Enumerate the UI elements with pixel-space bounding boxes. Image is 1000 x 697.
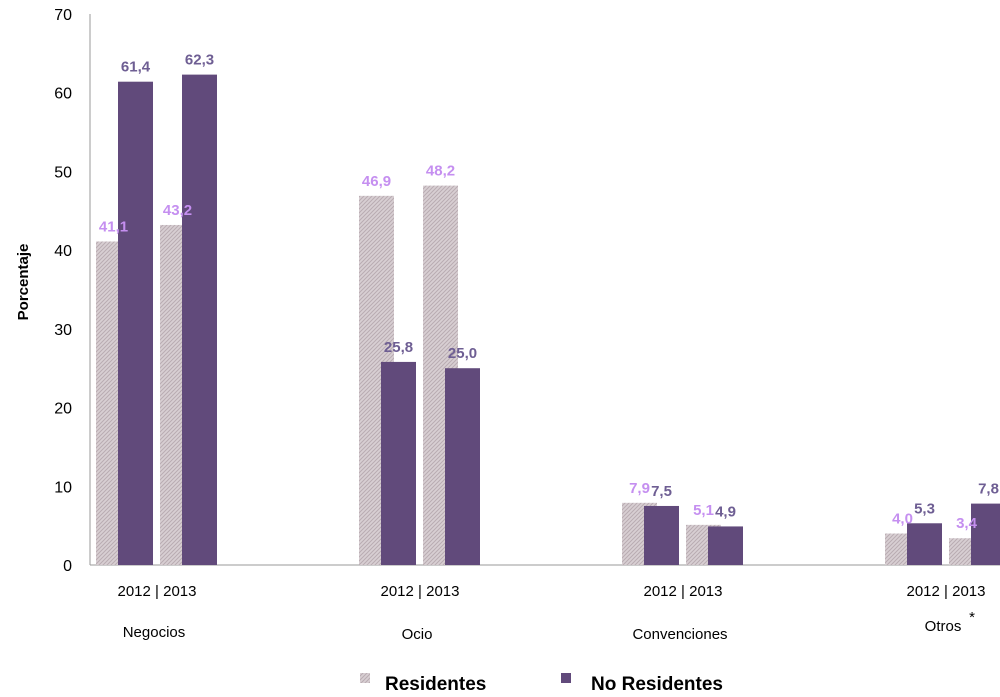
bar-no-residentes-negocios-2013	[182, 74, 217, 566]
y-tick-label: 60	[54, 86, 72, 103]
category-note: *	[969, 609, 975, 626]
bars	[96, 74, 1000, 566]
data-label: 7,5	[651, 483, 672, 500]
category-label: Negocios	[123, 624, 186, 641]
bar-no-residentes-ocio-2013	[445, 368, 480, 565]
bar-no-residentes-ocio-2012	[381, 361, 416, 565]
data-label: 7,9	[629, 480, 650, 497]
year-labels: 2012 | 2013	[644, 583, 723, 600]
bar-no-residentes-otros-2013	[971, 503, 1000, 565]
y-axis-label: Porcentaje	[15, 244, 32, 321]
year-labels: 2012 | 2013	[381, 583, 460, 600]
data-label: 62,3	[185, 52, 214, 69]
year-labels: 2012 | 2013	[118, 583, 197, 600]
data-label: 5,3	[914, 500, 935, 517]
legend-swatch-residentes	[360, 673, 370, 683]
data-label: 25,0	[448, 345, 477, 362]
legend: Residentes No Residentes	[360, 673, 723, 695]
y-tick-label: 0	[63, 558, 72, 575]
data-label: 7,8	[978, 481, 999, 498]
bar-no-residentes-convenciones-2013	[708, 526, 743, 565]
legend-label: No Residentes	[591, 674, 723, 695]
y-tick-label: 30	[54, 322, 72, 339]
data-label: 25,8	[384, 339, 413, 356]
bar-no-residentes-convenciones-2012	[644, 505, 679, 565]
y-tick-label: 70	[54, 7, 72, 24]
data-label: 3,4	[956, 515, 978, 532]
data-labels: 41,1 61,4 43,2 62,3 46,9 25,8 48,2 25,0 7,9 7,5 5,…	[99, 52, 999, 533]
bar-no-residentes-negocios-2012	[118, 81, 153, 566]
y-tick-label: 10	[54, 479, 72, 496]
data-label: 5,1	[693, 502, 714, 519]
legend-swatch-no-residentes	[561, 673, 571, 683]
x-axis-labels: 2012 | 2013 Negocios 2012 | 2013 Ocio 2012 |…	[118, 583, 986, 643]
year-labels: 2012 | 2013	[907, 583, 986, 600]
legend-label: Residentes	[385, 674, 486, 695]
data-label: 48,2	[426, 163, 455, 180]
y-tick-label: 50	[54, 164, 72, 181]
y-tick-label: 40	[54, 243, 72, 260]
data-label: 4,9	[715, 503, 736, 520]
bar-no-residentes-otros-2012	[907, 523, 942, 565]
data-label: 61,4	[121, 59, 151, 76]
axes: 0 10 20 30 40 50 60 70	[54, 7, 1000, 575]
data-label: 4,0	[892, 511, 913, 528]
y-tick-label: 20	[54, 401, 72, 418]
category-label: Convenciones	[632, 626, 727, 643]
data-label: 41,1	[99, 218, 128, 235]
category-label: Ocio	[402, 626, 433, 643]
data-label: 43,2	[163, 202, 192, 219]
data-label: 46,9	[362, 173, 391, 190]
category-label: Otros	[925, 618, 962, 635]
